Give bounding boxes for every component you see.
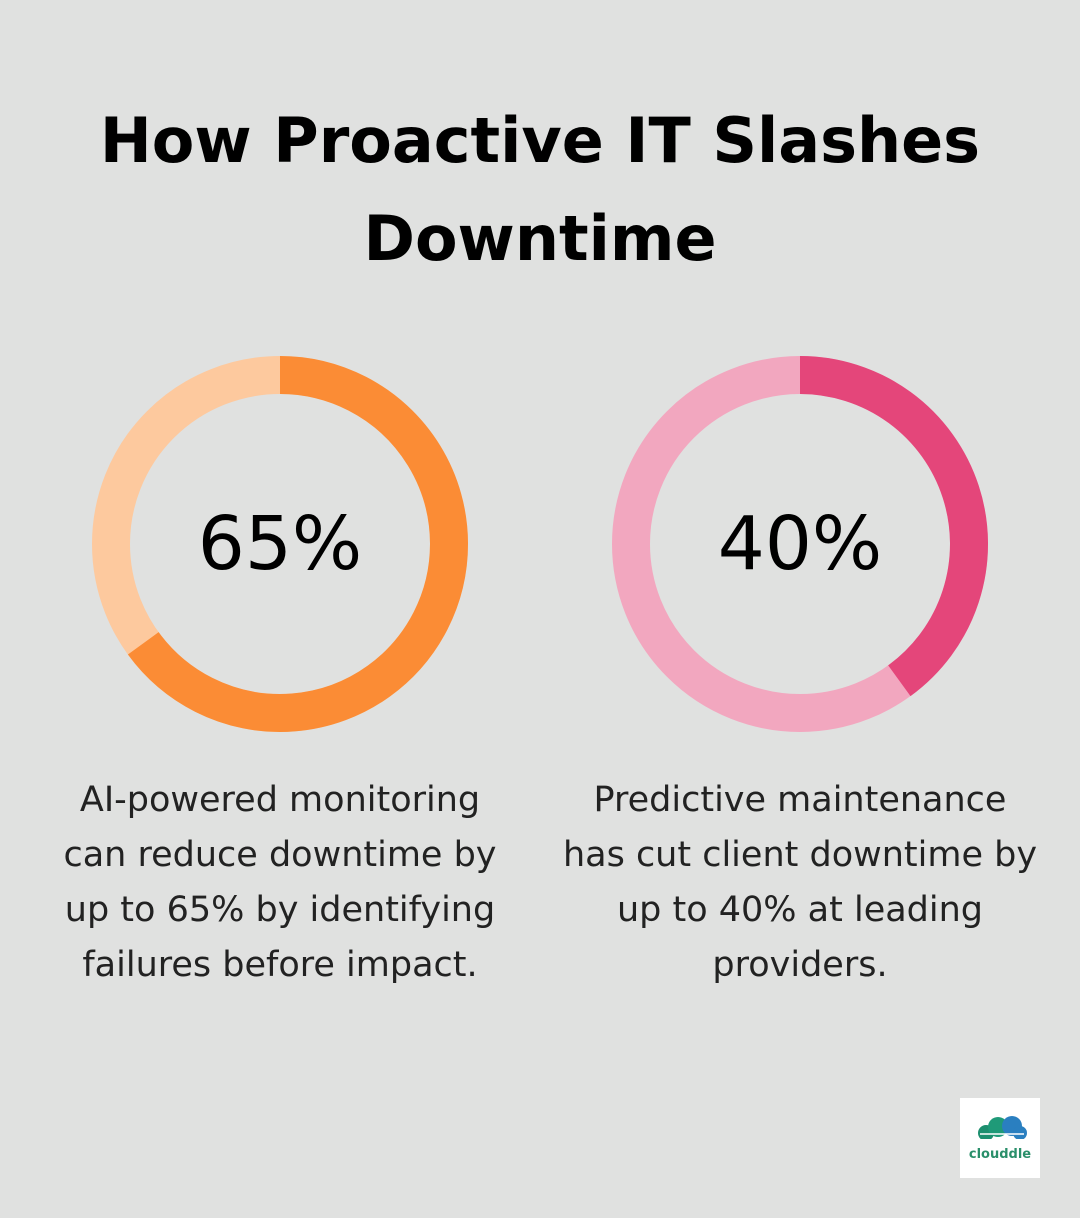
logo-box — [960, 1098, 1040, 1178]
caption-line: has cut client downtime by — [563, 835, 1037, 875]
caption-line: can reduce downtime by — [63, 835, 496, 875]
donut-arc — [799, 356, 988, 697]
logo-text: clouddle — [969, 1147, 1031, 1162]
caption-line: up to 65% by identifying — [65, 890, 495, 930]
caption-line: up to 40% at leading — [617, 890, 983, 930]
caption-line: failures before impact. — [82, 945, 477, 985]
logo-icon — [974, 1116, 1028, 1141]
donut-value: 40% — [718, 501, 882, 587]
caption-line: providers. — [712, 945, 887, 985]
donut-value: 65% — [198, 501, 362, 587]
caption-line: AI-powered monitoring — [80, 780, 480, 820]
caption-line: Predictive maintenance — [594, 780, 1007, 820]
title: How Proactive IT Slashes Downtime — [99, 104, 981, 275]
donut-arc — [127, 356, 468, 732]
